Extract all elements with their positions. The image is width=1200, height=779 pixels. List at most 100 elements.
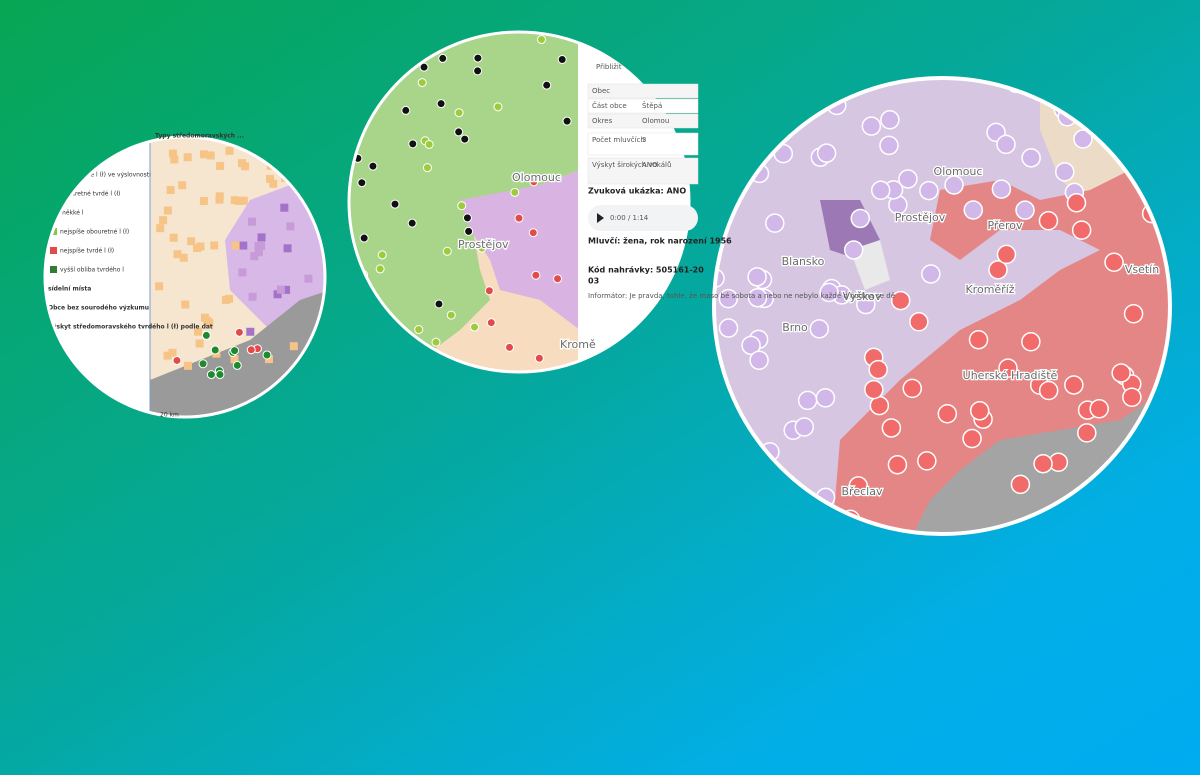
- map-point: [991, 179, 1012, 199]
- map-symbol: [250, 252, 259, 261]
- map-point: [477, 243, 487, 253]
- map-point: [890, 290, 911, 311]
- speaker: Mluvčí: žena, rok narození 1956: [588, 236, 732, 246]
- map-point: [215, 370, 225, 380]
- table-row: [587, 83, 699, 99]
- map-symbol: [168, 149, 177, 158]
- map-point: [414, 325, 424, 335]
- map-label: Prostějov: [895, 211, 946, 224]
- map-point: [484, 286, 494, 296]
- map-point: [898, 169, 918, 189]
- map-point: [919, 180, 939, 201]
- map-point: [408, 139, 418, 149]
- map-point: [407, 218, 417, 228]
- map-point: [462, 213, 472, 223]
- map-point: [510, 187, 520, 197]
- map-point: [797, 390, 818, 411]
- map-point: [446, 310, 456, 320]
- map-point: [1021, 148, 1041, 168]
- map-symbol: [166, 185, 175, 194]
- table-cell: Výskyt širokých vokálů: [592, 161, 671, 169]
- map-point: [968, 329, 989, 350]
- map-point: [850, 208, 871, 229]
- table-row: [587, 132, 699, 156]
- table-row: [587, 98, 699, 114]
- map-point: [206, 370, 216, 380]
- map-symbol: [199, 150, 208, 159]
- map-symbol: [246, 327, 255, 336]
- map-point: [234, 327, 244, 337]
- map-point: [962, 428, 982, 449]
- map-symbol: [193, 244, 202, 253]
- map-point: [434, 299, 444, 309]
- map-point: [944, 175, 964, 195]
- map-symbol: [156, 224, 165, 233]
- legend-item: nejspíše tvrdé l (ł): [60, 248, 114, 255]
- map-point: [454, 108, 464, 118]
- map-point: [1015, 200, 1035, 220]
- map-point: [1111, 363, 1131, 383]
- map-point: [741, 335, 761, 356]
- map-label: Olomouc: [934, 165, 983, 178]
- scale-label: 20 km: [160, 412, 179, 419]
- map-point: [377, 250, 387, 260]
- map-point: [262, 350, 272, 360]
- map-point: [422, 163, 432, 173]
- right-circle-border: [712, 76, 1172, 536]
- map-symbol: [179, 253, 188, 262]
- map-point: [963, 200, 984, 220]
- map-point: [198, 359, 208, 369]
- map-point: [879, 135, 899, 156]
- map-point: [442, 246, 452, 256]
- audio-player[interactable]: [588, 205, 698, 231]
- map-symbol: [163, 351, 172, 360]
- map-point: [1010, 474, 1031, 495]
- map-point: [375, 264, 385, 274]
- map-symbol: [183, 153, 192, 162]
- map-symbol: [155, 282, 164, 291]
- legend-item: měkké l: [60, 210, 84, 217]
- map-symbol: [283, 244, 292, 253]
- map-point: [996, 134, 1016, 155]
- table-cell: Olomou: [642, 117, 669, 125]
- map-point: [1066, 193, 1087, 213]
- map-point: [230, 346, 240, 356]
- map-symbol: [210, 241, 219, 250]
- map-symbol: [195, 339, 204, 348]
- map-point: [718, 318, 739, 338]
- map-point: [534, 353, 544, 363]
- search-box[interactable]: Přibližit: [596, 63, 622, 71]
- map-point: [909, 312, 929, 332]
- map-label: Olomouc: [512, 171, 561, 184]
- map-point: [401, 105, 411, 115]
- map-symbol: [183, 361, 192, 370]
- play-button[interactable]: [597, 213, 604, 223]
- map-point: [562, 116, 572, 126]
- map-point: [868, 359, 888, 380]
- table-cell: ANO: [642, 161, 658, 169]
- map-point: [531, 270, 541, 280]
- map-symbol: [235, 196, 244, 205]
- map-symbol: [178, 181, 187, 190]
- map-symbol: [230, 196, 239, 205]
- map-symbol: [304, 274, 313, 283]
- map-symbol: [254, 248, 263, 257]
- map-label: Přerov: [987, 219, 1022, 232]
- map-symbol: [286, 222, 295, 231]
- map-point: [1089, 399, 1109, 419]
- map-symbol: [169, 233, 178, 242]
- map-point: [505, 342, 515, 352]
- map-point: [473, 53, 483, 63]
- map-point: [536, 35, 546, 45]
- map-label: Prostějov: [458, 238, 509, 251]
- map-label: Kroměříž: [965, 283, 1014, 296]
- map-point: [553, 274, 563, 284]
- map-point: [843, 240, 864, 260]
- map-point: [357, 178, 367, 188]
- map-point: [718, 288, 739, 309]
- map-symbol: [215, 195, 224, 204]
- map-point: [937, 404, 958, 424]
- map-point: [881, 418, 902, 438]
- legend-item: Výskyt středomoravského tvrdého l (ł) po…: [48, 324, 213, 331]
- map-point: [1064, 375, 1084, 395]
